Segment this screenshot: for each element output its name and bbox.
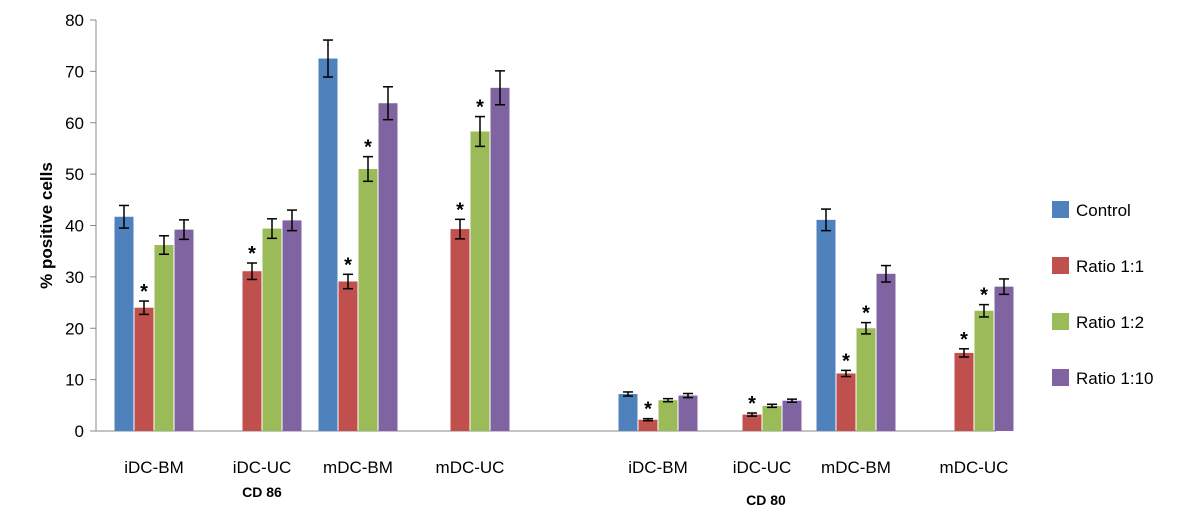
bar-cd86-mdc-bm-series-1 [338, 281, 358, 431]
bar-cd86-idc-bm-series-2 [154, 245, 174, 431]
bar-cd86-idc-uc-series-2 [262, 228, 282, 431]
bar-cd80-mdc-uc-series-1 [954, 352, 974, 431]
x-category-label: mDC-BM [323, 458, 393, 477]
bar-cd86-idc-uc-series-3 [282, 220, 302, 431]
bar-cd86-mdc-bm-series-2 [358, 168, 378, 432]
x-category-label: iDC-UC [233, 458, 292, 477]
x-category-label: mDC-BM [821, 458, 891, 477]
bar-cd86-mdc-uc-series-1 [450, 229, 470, 431]
legend-label: Ratio 1:10 [1076, 369, 1154, 388]
y-tick-label: 30 [65, 268, 84, 287]
significance-star: * [960, 329, 968, 351]
significance-star: * [140, 281, 148, 303]
y-tick-label: 20 [65, 319, 84, 338]
legend: Control Ratio 1:1 Ratio 1:2 Ratio 1:10 [1052, 201, 1154, 388]
significance-star: * [644, 399, 652, 421]
significance-star: * [456, 199, 464, 221]
legend-swatch [1052, 201, 1069, 218]
x-category-label: iDC-BM [628, 458, 688, 477]
significance-star: * [862, 303, 870, 325]
bar-cd80-idc-uc-series-1 [742, 414, 762, 431]
bar-cd80-idc-bm-series-0 [618, 394, 638, 431]
bar-cd80-idc-bm-series-3 [678, 395, 698, 431]
x-group-label: CD 80 [746, 492, 786, 508]
y-tick-label: 60 [65, 114, 84, 133]
y-tick-label: 0 [75, 422, 84, 441]
bar-cd80-idc-uc-series-2 [762, 405, 782, 431]
significance-star: * [364, 137, 372, 159]
significance-star: * [248, 243, 256, 265]
bar-cd80-idc-uc-series-3 [782, 400, 802, 431]
y-axis-title: % positive cells [37, 162, 56, 289]
bar-cd86-mdc-bm-series-0 [318, 58, 338, 431]
x-category-label: iDC-UC [733, 458, 792, 477]
legend-label: Ratio 1:1 [1076, 257, 1144, 276]
x-category-label: mDC-UC [940, 458, 1009, 477]
bar-cd80-mdc-uc-series-3 [994, 286, 1014, 431]
bar-cd86-idc-bm-series-3 [174, 229, 194, 431]
significance-star: * [344, 254, 352, 276]
x-category-label: mDC-UC [436, 458, 505, 477]
bar-cd80-mdc-uc-series-2 [974, 310, 994, 431]
bar-cd80-idc-bm-series-2 [658, 400, 678, 431]
y-tick-label: 10 [65, 371, 84, 390]
bar-cd86-mdc-uc-series-2 [470, 131, 490, 431]
y-tick-label: 40 [65, 217, 84, 236]
bar-cd80-idc-bm-series-1 [638, 419, 658, 431]
legend-swatch [1052, 313, 1069, 330]
x-category-label: iDC-BM [124, 458, 184, 477]
y-tick-label: 80 [65, 11, 84, 30]
significance-star: * [748, 393, 756, 415]
bar-cd86-mdc-bm-series-3 [378, 103, 398, 431]
bar-cd86-mdc-uc-series-3 [490, 87, 510, 431]
significance-star: * [476, 97, 484, 119]
bar-cd80-mdc-bm-series-1 [836, 373, 856, 431]
significance-star: * [980, 285, 988, 307]
x-group-label: CD 86 [242, 484, 282, 500]
y-tick-label: 50 [65, 165, 84, 184]
bar-cd80-mdc-bm-series-0 [816, 219, 836, 431]
bar-cd86-idc-uc-series-1 [242, 271, 262, 431]
bar-cd80-mdc-bm-series-3 [876, 273, 896, 431]
plot-area: 0 10 20 30 40 50 60 70 80 % positive cells * iDC-BM… [37, 11, 1014, 508]
bar-cd86-idc-bm-series-1 [134, 307, 154, 431]
y-tick-label: 70 [65, 62, 84, 81]
bar-cd80-mdc-bm-series-2 [856, 328, 876, 431]
legend-label: Ratio 1:2 [1076, 313, 1144, 332]
significance-star: * [842, 350, 850, 372]
legend-swatch [1052, 369, 1069, 386]
bar-cd86-idc-bm-series-0 [114, 216, 134, 431]
legend-swatch [1052, 257, 1069, 274]
legend-label: Control [1076, 201, 1131, 220]
